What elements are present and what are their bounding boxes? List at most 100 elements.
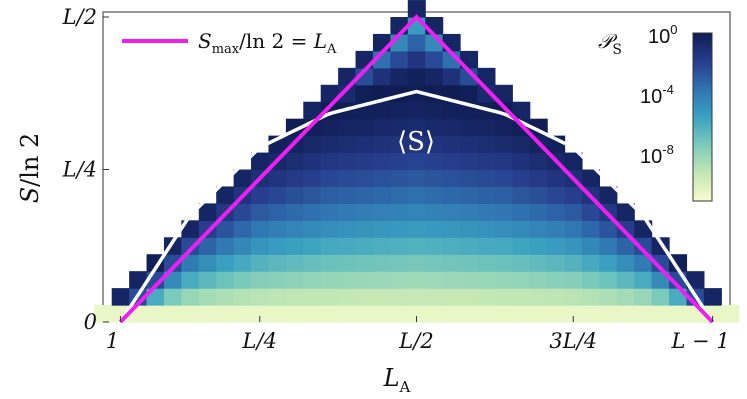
- heatmap-cell: [425, 169, 444, 188]
- heatmap-cell: [407, 152, 426, 171]
- heatmap-cell: [233, 305, 252, 323]
- heatmap-cell: [320, 237, 339, 255]
- heatmap-cell: [390, 67, 409, 86]
- heatmap-cell: [529, 203, 548, 221]
- heatmap-cell: [390, 288, 409, 306]
- heatmap-cell: [442, 305, 461, 323]
- heatmap-cell: [251, 288, 270, 306]
- heatmap-cell: [355, 118, 374, 137]
- heatmap-cell: [355, 237, 374, 255]
- heatmap-cell: [355, 84, 374, 103]
- heatmap-cell: [442, 101, 461, 120]
- heatmap-cell: [338, 135, 357, 154]
- heatmap-cell: [268, 305, 287, 323]
- heatmap-cell: [442, 203, 461, 221]
- heatmap-cell: [355, 271, 374, 289]
- heatmap-cell: [233, 220, 252, 238]
- heatmap-cell: [512, 288, 531, 306]
- heatmap-cell: [94, 305, 113, 323]
- heatmap-cell: [372, 254, 391, 272]
- heatmap-cell: [425, 67, 444, 86]
- heatmap-cell: [390, 203, 409, 221]
- heatmap-cell: [564, 254, 583, 272]
- heatmap-cell: [285, 271, 304, 289]
- heatmap-cell: [320, 152, 339, 171]
- heatmap-cell: [529, 271, 548, 289]
- heatmap-cell: [198, 271, 217, 289]
- heatmap-cell: [477, 271, 496, 289]
- heatmap-cell: [372, 169, 391, 188]
- heatmap-cell: [634, 305, 653, 323]
- heatmap-cell: [442, 220, 461, 238]
- heatmap-cell: [442, 237, 461, 255]
- colorbar-tick-1e-4: 10-4: [640, 82, 674, 108]
- heatmap-cell: [268, 186, 287, 204]
- heatmap-cell: [390, 271, 409, 289]
- colorbar-tick-1e-8: 10-8: [640, 142, 674, 168]
- heatmap-cell: [494, 135, 513, 154]
- heatmap-cell: [616, 237, 635, 255]
- heatmap-cell: [338, 118, 357, 137]
- x-axis-ticks: 1 L/4 L/2 3L/4 L − 1: [106, 316, 730, 353]
- heatmap-cell: [407, 186, 426, 204]
- heatmap-cell: [233, 271, 252, 289]
- heatmap-cell: [425, 135, 444, 154]
- heatmap-cell: [564, 220, 583, 238]
- heatmap-cell: [198, 203, 217, 221]
- heatmap-cell: [320, 203, 339, 221]
- y-axis-ticks: 0 L/4 L/2: [62, 5, 109, 334]
- heatmap-cell: [338, 220, 357, 238]
- heatmap-cell: [634, 271, 653, 289]
- heatmap-cell: [303, 305, 322, 323]
- y-tick-label: L/2: [62, 5, 97, 29]
- heatmap-cell: [355, 220, 374, 238]
- heatmap-cell: [564, 203, 583, 221]
- heatmap-cell: [372, 288, 391, 306]
- heatmap-cell: [616, 305, 635, 323]
- heatmap-cell: [494, 305, 513, 323]
- heatmap-cell: [216, 288, 235, 306]
- heatmap-cell: [181, 271, 200, 289]
- heatmap-cell: [407, 237, 426, 255]
- heatmap-cell: [338, 305, 357, 323]
- heatmap-cell: [372, 237, 391, 255]
- heatmap-cell: [372, 186, 391, 204]
- heatmap-cell: [564, 186, 583, 204]
- heatmap-cell: [233, 254, 252, 272]
- mean-entropy-curve: [118, 89, 715, 323]
- heatmap-cell: [407, 33, 426, 52]
- heatmap-cell: [512, 186, 531, 204]
- max-entropy-line: [118, 14, 715, 324]
- heatmap-cell: [477, 203, 496, 221]
- heatmap-cell: [251, 271, 270, 289]
- heatmap-cell: [494, 288, 513, 306]
- heatmap-cell: [390, 220, 409, 238]
- colorbar-rect: [692, 32, 713, 202]
- heatmap-cell: [581, 203, 600, 221]
- heatmap-cell: [355, 203, 374, 221]
- heatmap-cell: [547, 305, 566, 323]
- heatmap-cell: [407, 169, 426, 188]
- heatmap-cell: [303, 152, 322, 171]
- heatmap-cell: [460, 220, 479, 238]
- heatmap-cell: [268, 271, 287, 289]
- heatmap-cell: [703, 288, 722, 306]
- heatmap-cell: [285, 237, 304, 255]
- heatmap-cell: [460, 67, 479, 86]
- heatmap-cell: [564, 237, 583, 255]
- heatmap-cell: [460, 152, 479, 171]
- heatmap-cell: [390, 169, 409, 188]
- heatmap-cell: [251, 237, 270, 255]
- heatmap-cell: [460, 271, 479, 289]
- heatmap-cell: [425, 186, 444, 204]
- heatmap-cell: [268, 237, 287, 255]
- heatmap-cell: [407, 84, 426, 103]
- heatmap-cell: [303, 169, 322, 188]
- heatmap-cell: [494, 254, 513, 272]
- heatmap-cell: [425, 305, 444, 323]
- heatmap-cell: [634, 237, 653, 255]
- heatmap-cell: [338, 271, 357, 289]
- heatmap-cell: [355, 254, 374, 272]
- heatmap-cell: [320, 254, 339, 272]
- heatmap-cell: [285, 169, 304, 188]
